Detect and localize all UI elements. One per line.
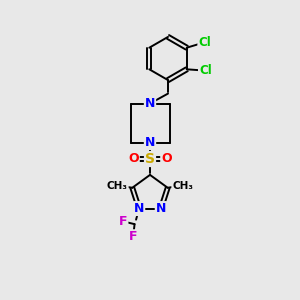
Text: O: O [128,152,139,166]
Text: CH₃: CH₃ [107,181,128,191]
Text: N: N [145,97,155,110]
Text: S: S [145,152,155,166]
Text: F: F [129,230,137,243]
Text: N: N [134,202,144,215]
Text: F: F [119,215,128,228]
Text: O: O [161,152,172,166]
Text: N: N [145,136,155,149]
Text: Cl: Cl [199,64,212,77]
Text: Cl: Cl [198,36,211,49]
Text: CH₃: CH₃ [172,181,193,191]
Text: N: N [156,202,166,215]
